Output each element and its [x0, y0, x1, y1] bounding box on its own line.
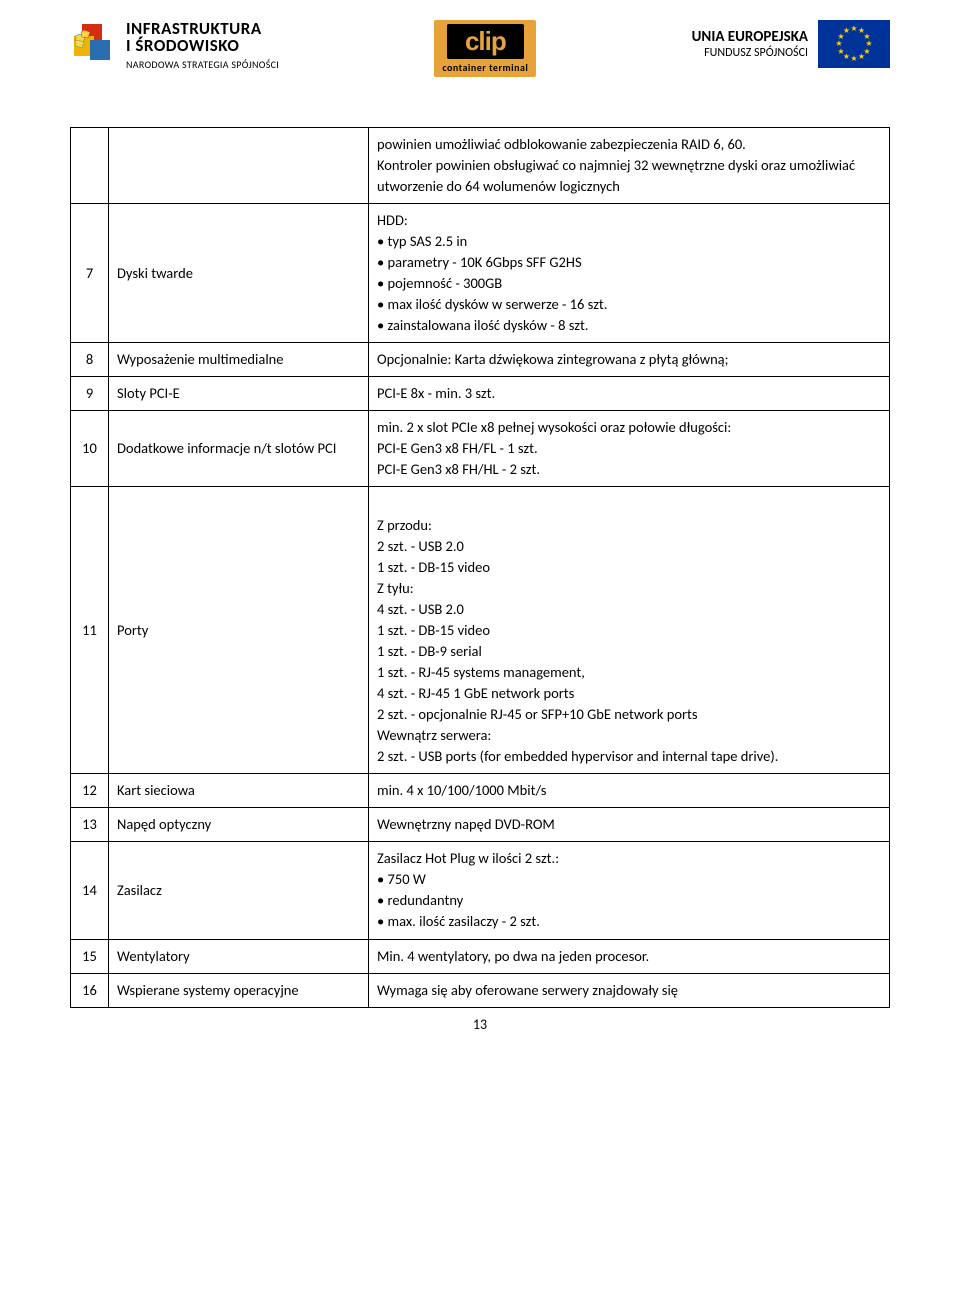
infrastruktura-icon	[70, 20, 118, 68]
header-logos: INFRASTRUKTURA I ŚRODOWISKO NARODOWA STR…	[70, 20, 890, 77]
row-label: Porty	[109, 487, 369, 774]
row-label: Wentylatory	[109, 939, 369, 973]
row-value: powinien umożliwiać odblokowanie zabezpi…	[369, 128, 890, 204]
row-label: Zasilacz	[109, 842, 369, 939]
table-row: powinien umożliwiać odblokowanie zabezpi…	[71, 128, 890, 204]
eu-star-icon: ★	[850, 24, 857, 34]
row-label: Wyposażenie multimedialne	[109, 343, 369, 377]
row-value: PCI-E 8x - min. 3 szt.	[369, 377, 890, 411]
row-label	[109, 128, 369, 204]
logo-eu-line2: FUNDUSZ SPÓJNOŚCI	[704, 46, 808, 60]
row-value: Min. 4 wentylatory, po dwa na jeden proc…	[369, 939, 890, 973]
logo-clip-sub: container terminal	[442, 61, 528, 74]
table-row: 15WentylatoryMin. 4 wentylatory, po dwa …	[71, 939, 890, 973]
row-value: Opcjonalnie: Karta dźwiękowa zintegrowan…	[369, 343, 890, 377]
row-number: 15	[71, 939, 109, 973]
logo-infrastruktura: INFRASTRUKTURA I ŚRODOWISKO NARODOWA STR…	[70, 20, 279, 71]
row-label: Sloty PCI-E	[109, 377, 369, 411]
row-label: Kart sieciowa	[109, 774, 369, 808]
row-value: Z przodu: 2 szt. - USB 2.0 1 szt. - DB-1…	[369, 487, 890, 774]
table-row: 10Dodatkowe informacje n/t slotów PCImin…	[71, 411, 890, 487]
row-label: Dyski twarde	[109, 204, 369, 343]
logo-clip-brand: clip	[447, 24, 524, 59]
row-number: 10	[71, 411, 109, 487]
page: INFRASTRUKTURA I ŚRODOWISKO NARODOWA STR…	[0, 0, 960, 1063]
row-value: Wewnętrzny napęd DVD-ROM	[369, 808, 890, 842]
row-number: 9	[71, 377, 109, 411]
logo-left-line3: NARODOWA STRATEGIA SPÓJNOŚCI	[126, 58, 279, 71]
row-value: HDD: • typ SAS 2.5 in • parametry - 10K …	[369, 204, 890, 343]
row-number: 8	[71, 343, 109, 377]
table-row: 8Wyposażenie multimedialneOpcjonalnie: K…	[71, 343, 890, 377]
row-label: Wspierane systemy operacyjne	[109, 973, 369, 1007]
row-number	[71, 128, 109, 204]
logo-eu: UNIA EUROPEJSKA FUNDUSZ SPÓJNOŚCI ★★★★★★…	[692, 20, 890, 68]
logo-left-line2: I ŚRODOWISKO	[126, 37, 279, 56]
row-value: Wymaga się aby oferowane serwery znajdow…	[369, 973, 890, 1007]
row-value: Zasilacz Hot Plug w ilości 2 szt.: • 750…	[369, 842, 890, 939]
logo-eu-text: UNIA EUROPEJSKA FUNDUSZ SPÓJNOŚCI	[692, 28, 808, 60]
table-row: 14ZasilaczZasilacz Hot Plug w ilości 2 s…	[71, 842, 890, 939]
row-value: min. 4 x 10/100/1000 Mbit/s	[369, 774, 890, 808]
logo-clip: clip container terminal	[434, 20, 536, 77]
logo-eu-line1: UNIA EUROPEJSKA	[692, 28, 808, 46]
row-number: 12	[71, 774, 109, 808]
eu-star-icon: ★	[850, 54, 857, 64]
eu-star-icon: ★	[858, 52, 865, 62]
row-number: 7	[71, 204, 109, 343]
table-row: 7Dyski twardeHDD: • typ SAS 2.5 in • par…	[71, 204, 890, 343]
page-number: 13	[70, 1016, 890, 1033]
row-number: 14	[71, 842, 109, 939]
row-number: 13	[71, 808, 109, 842]
row-value: min. 2 x slot PCIe x8 pełnej wysokości o…	[369, 411, 890, 487]
table-row: 12Kart sieciowamin. 4 x 10/100/1000 Mbit…	[71, 774, 890, 808]
spec-table: powinien umożliwiać odblokowanie zabezpi…	[70, 127, 890, 1008]
table-row: 9Sloty PCI-EPCI-E 8x - min. 3 szt.	[71, 377, 890, 411]
row-number: 16	[71, 973, 109, 1007]
table-row: 13Napęd optycznyWewnętrzny napęd DVD-ROM	[71, 808, 890, 842]
eu-flag-icon: ★★★★★★★★★★★★	[818, 20, 890, 68]
table-row: 16Wspierane systemy operacyjneWymaga się…	[71, 973, 890, 1007]
table-row: 11PortyZ przodu: 2 szt. - USB 2.0 1 szt.…	[71, 487, 890, 774]
logo-left-text: INFRASTRUKTURA I ŚRODOWISKO NARODOWA STR…	[126, 20, 279, 71]
row-label: Napęd optyczny	[109, 808, 369, 842]
row-label: Dodatkowe informacje n/t slotów PCI	[109, 411, 369, 487]
row-number: 11	[71, 487, 109, 774]
eu-star-icon: ★	[843, 26, 850, 36]
